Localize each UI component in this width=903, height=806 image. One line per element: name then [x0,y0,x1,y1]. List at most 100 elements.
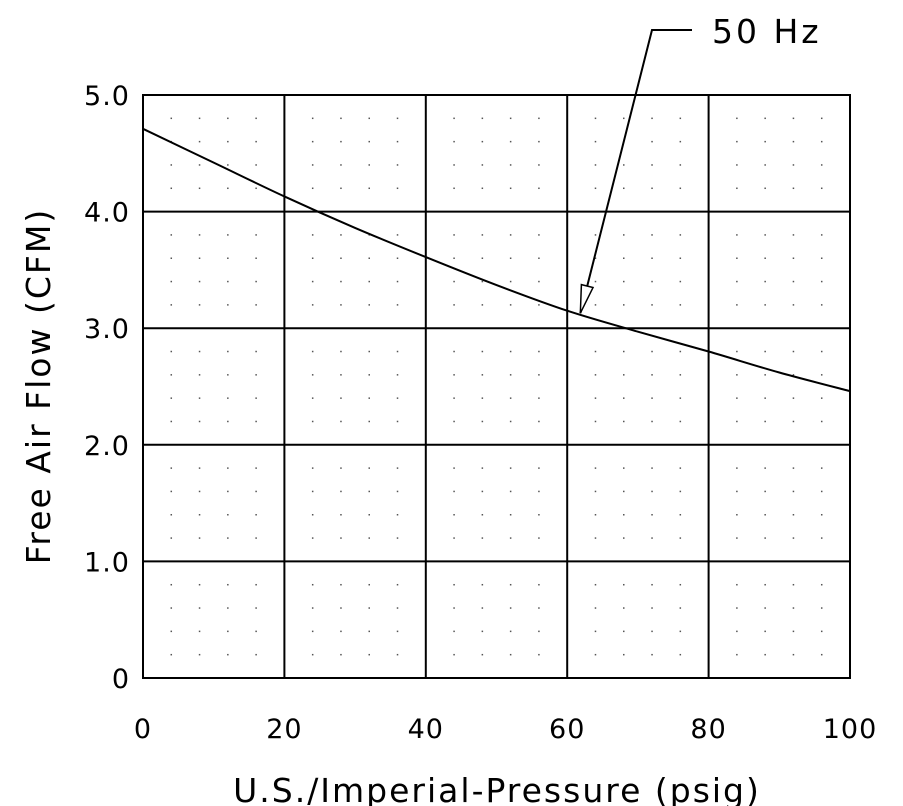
grid-dot [311,490,314,493]
grid-dot [311,280,314,283]
grid-dot [227,397,229,399]
grid-dot [792,607,795,609]
grid-dot [198,420,201,423]
grid-dot [736,514,738,516]
x-tick-label: 80 [690,714,726,745]
grid-dot [481,350,484,353]
series-line [142,127,851,393]
grid-dot [227,234,229,236]
grid-dot [651,467,653,469]
grid-dot [481,304,484,306]
grid-dot [764,607,766,609]
grid-dot [509,583,512,586]
grid-dot [679,397,682,399]
grid-dot [623,630,625,633]
grid-dot [453,653,455,656]
grid-dot [820,467,823,469]
annotation-arrowhead [579,283,595,314]
grid-dot [340,514,342,516]
grid-dot [538,397,540,399]
grid-dot [396,117,399,120]
grid-dot [255,537,257,539]
grid-dot [311,304,314,306]
grid-dot [311,537,314,539]
grid-dot [481,374,484,376]
grid-dot [198,140,201,143]
grid-dot [170,397,173,399]
grid-dot [820,164,823,166]
grid-dot [170,350,173,353]
grid-dot [509,187,512,190]
grid-dot [792,490,795,493]
grid-dot [651,397,653,399]
grid-dot [736,607,738,609]
grid-dot [764,514,766,516]
grid-dot [481,583,484,586]
grid-dot [255,257,257,259]
grid-dot [227,467,229,469]
grid-dot [340,467,342,469]
grid-dot [311,257,314,259]
grid-dot [509,304,512,306]
grid-dot [368,583,370,586]
grid-dot [311,467,314,469]
grid-dot [651,537,653,539]
x-tick-label: 20 [266,714,302,745]
grid-dot [368,467,370,469]
grid-dot [481,397,484,399]
grid-dot [170,117,173,120]
grid-dot [255,350,257,353]
grid-dot [594,514,597,516]
grid-dot [509,140,512,143]
grid-dot [340,374,342,376]
grid-dot [368,257,370,259]
grid-dot [764,374,766,376]
grid-dot [623,420,625,423]
grid-dot [396,537,399,539]
grid-dot [198,490,201,493]
y-tick-label: 2.0 [84,431,130,462]
grid-dot [651,630,653,633]
grid-dot [481,630,484,633]
grid-dot [227,140,229,143]
annotation-leader-line [579,29,692,314]
grid-dot [170,304,173,306]
grid-dot [453,397,455,399]
grid-dot [623,304,625,306]
y-tick-label: 3.0 [84,314,130,345]
grid-dot [509,164,512,166]
grid-dot [453,374,455,376]
grid-dot [227,187,229,190]
grid-dot [340,420,342,423]
grid-dot [255,374,257,376]
grid-dot [396,630,399,633]
grid-dot [623,187,625,190]
grid-dot [368,304,370,306]
grid-dot [227,280,229,283]
grid-dot [453,140,455,143]
grid-dot [736,117,738,120]
grid-dot [453,164,455,166]
grid-dot [594,607,597,609]
grid-dot [481,117,484,120]
grid-dot [820,117,823,120]
grid-dot [538,140,540,143]
grid-dot [340,653,342,656]
grid-dot [594,164,597,166]
y-tick-label: 0 [112,664,130,695]
grid-dot [736,583,738,586]
grid-dot [481,653,484,656]
grid-dot [764,187,766,190]
grid-dot [538,467,540,469]
grid-dot [340,280,342,283]
grid-dot [170,164,173,166]
grid-dot [198,607,201,609]
grid-dot [396,397,399,399]
grid-dot [736,490,738,493]
grid-dot [453,537,455,539]
grid-dot [594,280,597,283]
grid-dot [227,304,229,306]
grid-dot [792,537,795,539]
grid-dot [538,537,540,539]
grid-dot [538,164,540,166]
